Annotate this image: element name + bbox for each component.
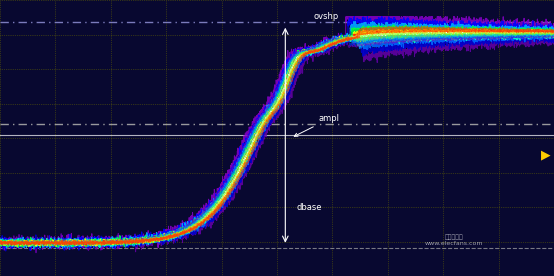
Text: dbase: dbase [296,203,322,212]
Text: ▶: ▶ [541,148,550,161]
Text: 电子发烧友
www.elecfans.com: 电子发烧友 www.elecfans.com [425,234,484,246]
Text: ampl: ampl [294,115,340,136]
Text: ovshp: ovshp [313,12,338,21]
